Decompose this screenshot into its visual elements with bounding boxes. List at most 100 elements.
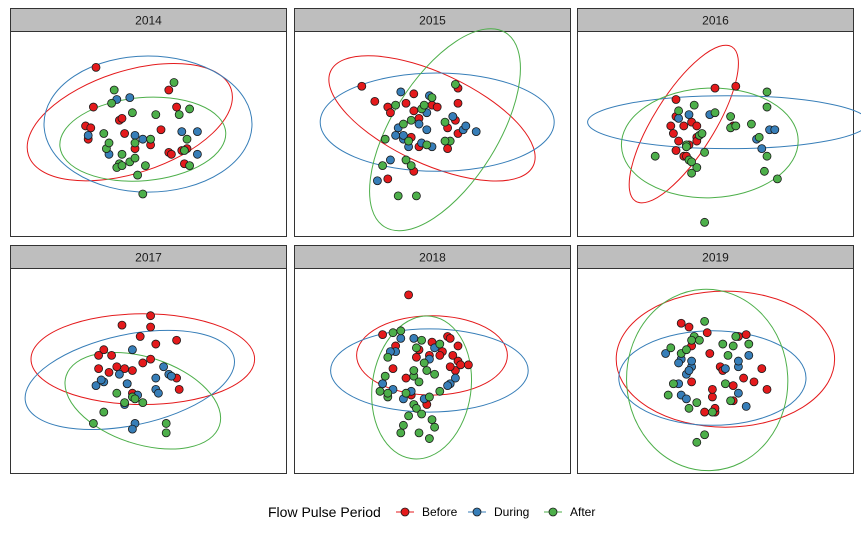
point-after <box>138 398 148 408</box>
legend-swatch-after <box>548 507 558 517</box>
legend-swatch-during <box>472 507 482 517</box>
point-after <box>663 390 673 400</box>
point-after <box>396 428 406 438</box>
point-before <box>409 106 419 116</box>
point-during <box>674 113 683 123</box>
point-after <box>731 121 741 131</box>
point-before <box>435 350 445 360</box>
point-before <box>117 113 127 123</box>
point-after <box>411 343 421 353</box>
point-before <box>731 81 741 91</box>
point-during <box>661 349 670 358</box>
point-before <box>708 392 717 402</box>
point-before <box>172 335 182 345</box>
plot-area <box>294 31 571 237</box>
point-during <box>471 127 481 137</box>
point-during <box>744 350 754 360</box>
point-before <box>409 89 419 99</box>
point-before <box>117 320 127 330</box>
point-after <box>435 339 445 349</box>
point-after <box>401 155 411 165</box>
point-before <box>739 373 748 383</box>
ellipse-before <box>26 63 233 182</box>
point-after <box>721 379 730 389</box>
point-after <box>682 345 691 355</box>
point-during <box>125 93 135 102</box>
point-before <box>164 85 174 95</box>
point-after <box>726 112 735 121</box>
point-after <box>383 388 393 398</box>
point-after <box>435 386 445 396</box>
point-before <box>401 98 411 108</box>
point-after <box>396 326 406 336</box>
point-after <box>700 430 709 440</box>
point-after <box>130 138 140 148</box>
point-during <box>130 130 140 140</box>
point-after <box>424 434 434 443</box>
point-before <box>708 384 717 394</box>
point-after <box>700 316 709 326</box>
point-before <box>151 339 161 349</box>
legend: Flow Pulse Period Before During After <box>268 504 595 520</box>
point-after <box>378 161 388 171</box>
point-after <box>398 420 408 430</box>
point-during <box>378 379 388 389</box>
point-before <box>445 333 455 343</box>
point-after <box>422 366 432 375</box>
point-after <box>406 161 416 171</box>
point-during <box>192 127 202 137</box>
point-after <box>728 341 738 351</box>
point-after <box>391 100 401 110</box>
point-before <box>91 62 101 72</box>
point-before <box>378 330 388 339</box>
point-before <box>453 341 463 351</box>
point-after <box>398 119 408 129</box>
point-during <box>674 358 683 368</box>
plot-area <box>10 268 287 474</box>
point-after <box>417 409 427 419</box>
point-after <box>682 142 691 152</box>
point-before <box>445 362 455 372</box>
ellipse-after <box>371 315 473 460</box>
point-before <box>671 146 681 155</box>
point-before <box>432 102 442 112</box>
point-before <box>172 102 182 112</box>
point-after <box>427 415 437 425</box>
point-during <box>721 364 730 374</box>
point-during <box>684 366 694 375</box>
point-before <box>135 332 145 341</box>
point-after <box>383 352 393 362</box>
point-after <box>695 335 704 345</box>
point-after <box>409 366 419 375</box>
point-before <box>146 311 156 321</box>
point-after <box>388 328 398 338</box>
legend-keys: Before During After <box>396 505 595 519</box>
point-before <box>749 377 759 387</box>
point-before <box>174 384 184 394</box>
point-during <box>734 356 743 366</box>
legend-title: Flow Pulse Period <box>268 504 381 520</box>
point-before <box>456 360 466 370</box>
ellipse-after <box>620 87 799 199</box>
plot-area <box>577 31 854 237</box>
point-before <box>710 83 720 93</box>
point-after <box>117 149 127 159</box>
point-after <box>700 147 709 157</box>
point-during <box>687 356 696 366</box>
point-after <box>419 100 429 110</box>
point-after <box>406 115 416 125</box>
legend-key-after: After <box>544 505 595 519</box>
point-after <box>404 136 414 146</box>
point-during <box>177 127 187 137</box>
legend-swatch-before <box>400 507 410 517</box>
point-during <box>682 394 691 404</box>
point-before <box>99 345 109 355</box>
point-during <box>115 369 124 379</box>
point-during <box>414 119 424 129</box>
point-after <box>689 100 699 110</box>
point-during <box>385 155 395 165</box>
point-before <box>762 384 772 394</box>
point-after <box>422 140 432 150</box>
point-after <box>674 106 683 116</box>
